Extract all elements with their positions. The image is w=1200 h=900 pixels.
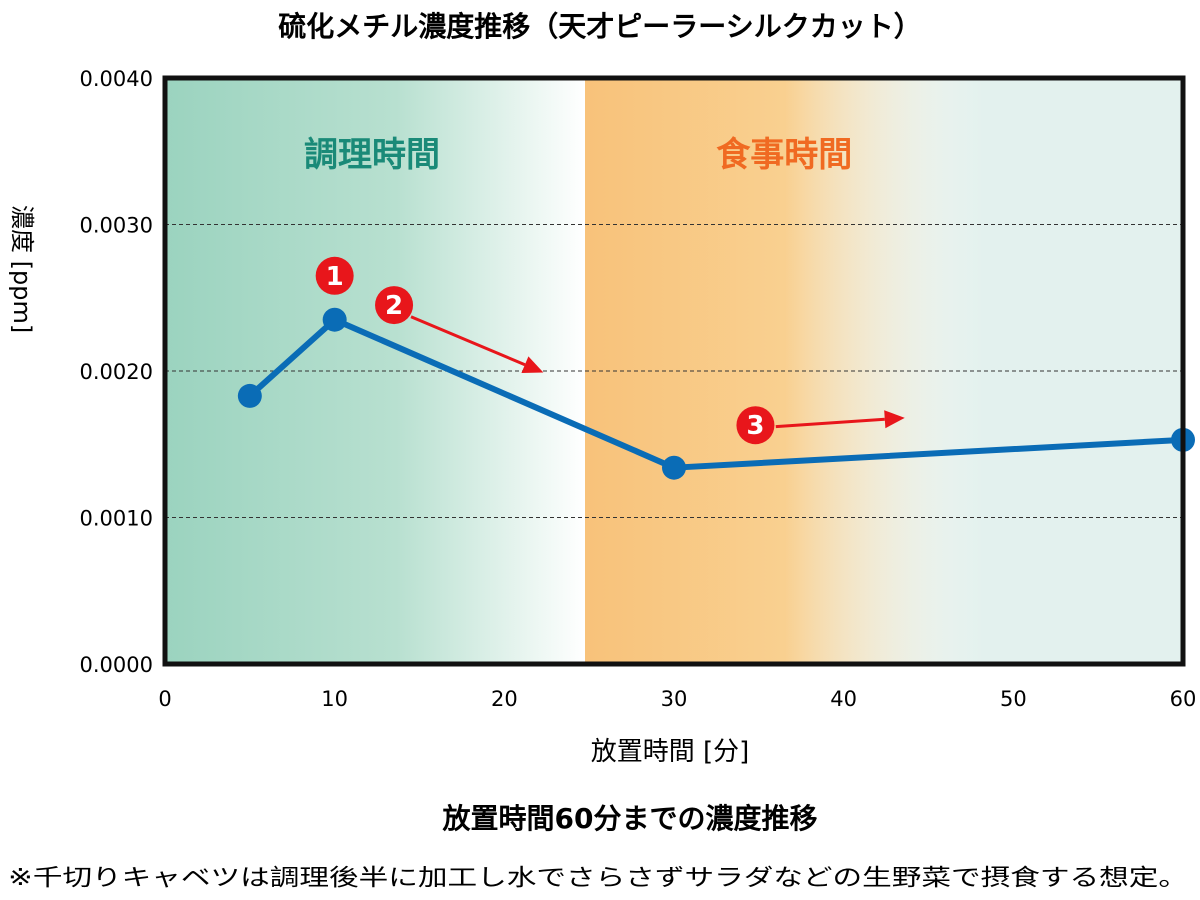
chart-title: 硫化メチル濃度推移（天才ピーラーシルクカット） xyxy=(278,10,921,43)
y-tick-label: 0.0010 xyxy=(80,507,153,531)
caption: 放置時間60分までの濃度推移 xyxy=(442,802,818,835)
x-tick-label: 10 xyxy=(321,687,348,711)
data-point xyxy=(662,455,686,480)
y-tick-label: 0.0030 xyxy=(80,214,153,238)
step-marker xyxy=(736,406,775,445)
x-tick-label: 40 xyxy=(830,687,857,711)
meal-time-label: 食事時間 xyxy=(716,135,852,175)
y-axis-label: 濃度 [ppm] xyxy=(8,205,36,333)
x-tick-label: 50 xyxy=(1000,687,1027,711)
x-tick-label: 60 xyxy=(1170,687,1197,711)
x-tick-label: 20 xyxy=(491,687,518,711)
step-marker-number: 2 xyxy=(385,291,403,321)
x-axis-label: 放置時間 [分] xyxy=(591,737,750,767)
y-tick-label: 0.0020 xyxy=(80,360,153,384)
x-tick-label: 30 xyxy=(661,687,688,711)
annotation-arrowhead xyxy=(521,356,544,374)
step-marker xyxy=(375,286,414,325)
y-tick-label: 0.0040 xyxy=(80,67,153,91)
annotation-arrow xyxy=(775,417,885,429)
step-marker xyxy=(315,256,354,295)
step-marker-number: 1 xyxy=(326,262,344,292)
data-point xyxy=(322,307,347,332)
plot-area: 調理時間 食事時間 1 2 3 xyxy=(162,75,1195,667)
step-marker-number: 3 xyxy=(746,411,764,441)
series-line xyxy=(246,316,1186,471)
data-point xyxy=(237,383,262,408)
plot-frame xyxy=(162,75,1186,667)
x-tick-label: 0 xyxy=(158,687,171,711)
y-tick-label: 0.0000 xyxy=(80,653,153,677)
footnote: ※千切りキャベツは調理後半に加工し水でさらさずサラダなどの生野菜で摂食する想定。 xyxy=(8,865,1188,891)
cooking-time-label: 調理時間 xyxy=(304,135,440,175)
annotation-arrowhead xyxy=(884,410,905,429)
annotation-arrow xyxy=(410,315,526,367)
